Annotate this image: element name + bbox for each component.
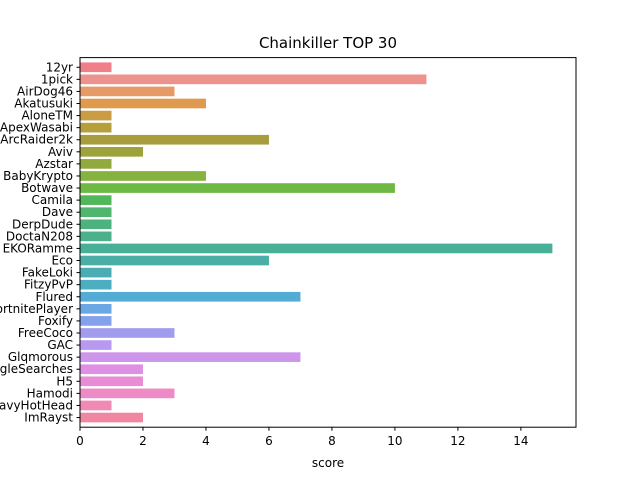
y-tick-label: 12yr	[46, 60, 73, 74]
bar-freecoco	[80, 328, 175, 338]
y-tick-label: Azstar	[35, 157, 73, 171]
y-tick-label: 1pick	[41, 72, 73, 86]
bar-heavyhothead	[80, 400, 112, 411]
bar-fortniteplayer	[80, 304, 112, 314]
bar-h5	[80, 376, 143, 387]
y-tick-label: Dave	[42, 205, 73, 219]
y-tick-label: HeavyHotHead	[0, 398, 73, 412]
bar-aviv	[80, 146, 143, 157]
y-tick-label: AirDog46	[17, 84, 73, 98]
bar-derpdude	[80, 219, 112, 230]
bar-fitzypvp	[80, 279, 112, 290]
bar-apexwasabi	[80, 122, 112, 133]
y-tick-label: DerpDude	[12, 217, 73, 231]
bar-ekoramme	[80, 243, 553, 254]
bar-flured	[80, 291, 301, 302]
bar-alonetm	[80, 110, 112, 121]
y-tick-label: Botwave	[21, 181, 73, 195]
x-tick-label: 8	[328, 434, 336, 448]
bar-gac	[80, 340, 112, 350]
bar-arcraider2k	[80, 134, 269, 145]
y-tick-label: Hamodi	[27, 386, 73, 400]
y-tick-label: Aviv	[48, 145, 73, 159]
bar-azstar	[80, 159, 112, 169]
y-tick-label: H5	[56, 374, 73, 388]
bar-12yr	[80, 62, 112, 73]
y-tick-label: Glqmorous	[8, 350, 73, 364]
bar-babykrypto	[80, 171, 206, 181]
bar-botwave	[80, 183, 395, 193]
y-tick-label: GAC	[47, 338, 73, 352]
x-tick-label: 12	[450, 434, 465, 448]
bar-akatusuki	[80, 98, 206, 109]
bar-googlesearches	[80, 364, 143, 375]
y-tick-label: BabyKrypto	[3, 169, 73, 183]
bar-glqmorous	[80, 352, 301, 362]
bar-foxify	[80, 316, 112, 326]
y-tick-label: DoctaN208	[6, 229, 73, 243]
y-tick-label: ArcRaider2k	[0, 133, 73, 147]
bar-eco	[80, 255, 269, 266]
y-axis-ticks: 12yr1pickAirDog46AkatusukiAloneTMApexWas…	[0, 60, 80, 425]
y-tick-label: Camila	[32, 193, 73, 207]
x-tick-label: 0	[76, 434, 84, 448]
plot-frame	[79, 57, 577, 428]
x-tick-label: 10	[387, 434, 402, 448]
y-tick-label: EKORamme	[3, 241, 73, 255]
y-tick-label: Foxify	[38, 314, 73, 328]
bar-doctan208	[80, 231, 112, 242]
bar-fakeloki	[80, 267, 112, 278]
y-tick-label: FitzyPvP	[24, 278, 73, 292]
bar-camila	[80, 195, 112, 205]
y-tick-label: Flured	[35, 290, 73, 304]
chart-title: Chainkiller TOP 30	[259, 34, 397, 52]
x-tick-label: 4	[202, 434, 210, 448]
y-tick-label: FakeLoki	[22, 266, 73, 280]
y-tick-label: Akatusuki	[14, 96, 73, 110]
bar-imrayst	[80, 412, 143, 423]
y-tick-label: Eco	[51, 254, 73, 268]
bars-group	[80, 62, 553, 423]
x-tick-label: 2	[139, 434, 147, 448]
y-tick-label: AloneTM	[21, 109, 73, 123]
x-axis-label: score	[312, 456, 344, 470]
bar-hamodi	[80, 388, 175, 399]
y-tick-label: FortnitePlayer	[0, 302, 73, 316]
y-tick-label: ApexWasabi	[0, 121, 73, 135]
bar-airdog46	[80, 86, 175, 97]
y-tick-label: GoogleSearches	[0, 362, 73, 376]
x-tick-label: 14	[513, 434, 528, 448]
bar-dave	[80, 207, 112, 218]
x-tick-label: 6	[265, 434, 273, 448]
y-tick-label: FreeCoco	[18, 326, 73, 340]
y-tick-label: ImRayst	[24, 411, 73, 425]
bar-1pick	[80, 74, 427, 85]
x-axis-ticks: 0 2 4 6 8 10 12 14	[76, 427, 529, 448]
